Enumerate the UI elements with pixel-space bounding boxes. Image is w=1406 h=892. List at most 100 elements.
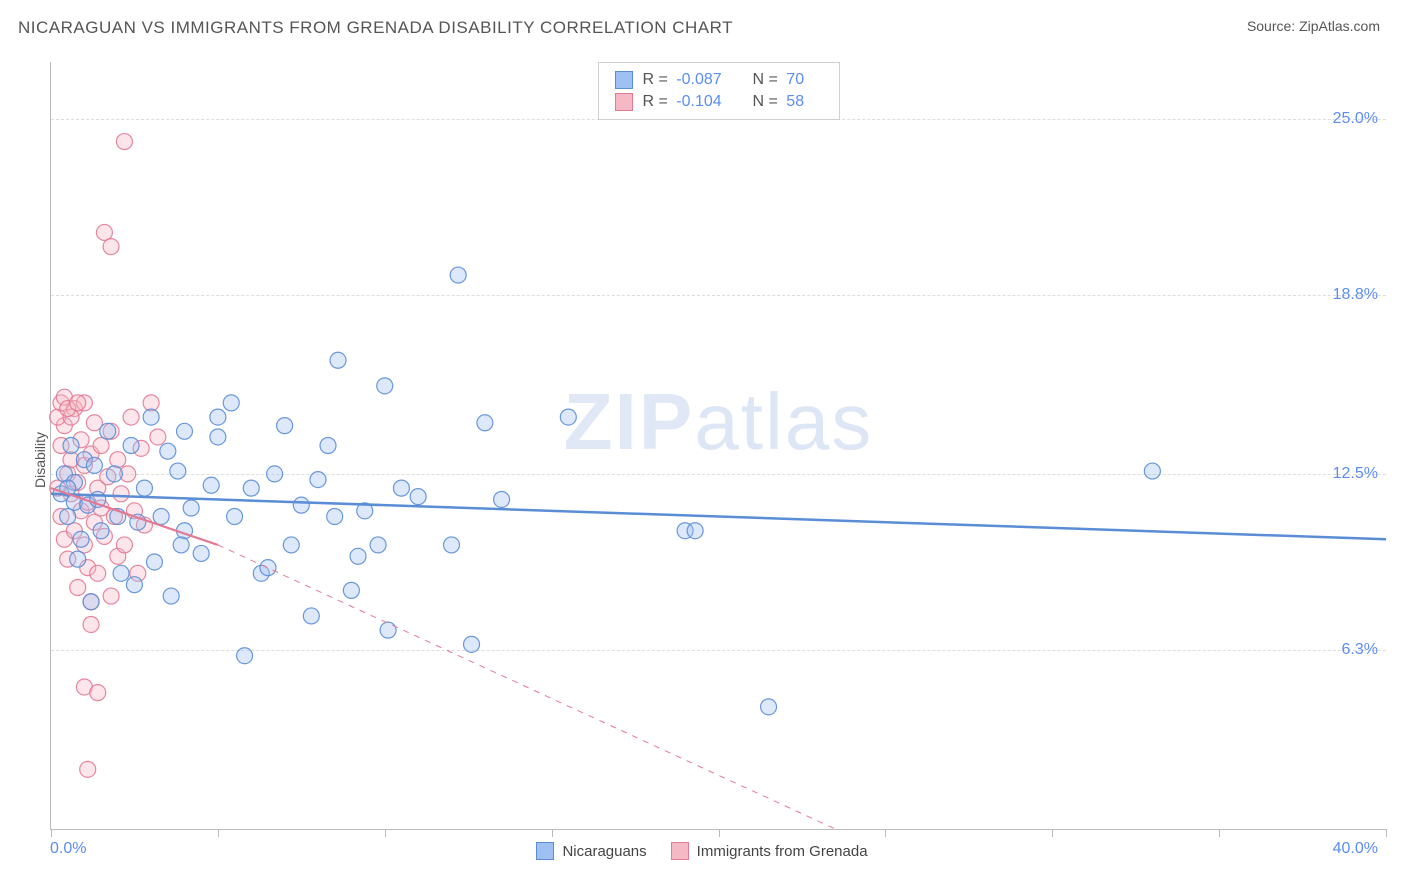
trend-line-nicaraguans — [51, 494, 1386, 539]
scatter-point-nicaraguans — [60, 509, 76, 525]
scatter-point-grenada — [110, 452, 126, 468]
scatter-point-nicaraguans — [494, 491, 510, 507]
scatter-point-grenada — [96, 224, 112, 240]
scatter-point-nicaraguans — [126, 577, 142, 593]
extrapolation-line-grenada — [218, 545, 835, 829]
x-tick — [385, 829, 386, 837]
legend-nicaraguans: Nicaraguans — [536, 842, 646, 860]
scatter-point-nicaraguans — [73, 531, 89, 547]
scatter-point-nicaraguans — [464, 636, 480, 652]
r-value-grenada: -0.104 — [676, 93, 721, 110]
chart-title: NICARAGUAN VS IMMIGRANTS FROM GRENADA DI… — [18, 18, 733, 38]
scatter-point-nicaraguans — [560, 409, 576, 425]
n-value-grenada: 58 — [786, 93, 804, 110]
scatter-point-nicaraguans — [377, 378, 393, 394]
scatter-point-nicaraguans — [203, 477, 219, 493]
scatter-point-nicaraguans — [227, 509, 243, 525]
n-value-nicaraguans: 70 — [786, 71, 804, 88]
scatter-point-nicaraguans — [113, 565, 129, 581]
scatter-point-nicaraguans — [450, 267, 466, 283]
scatter-point-nicaraguans — [370, 537, 386, 553]
legend-label-grenada: Immigrants from Grenada — [697, 843, 868, 860]
legend-grenada: Immigrants from Grenada — [671, 842, 868, 860]
scatter-point-nicaraguans — [380, 622, 396, 638]
scatter-point-nicaraguans — [327, 509, 343, 525]
scatter-point-nicaraguans — [310, 472, 326, 488]
scatter-point-nicaraguans — [303, 608, 319, 624]
scatter-point-nicaraguans — [63, 438, 79, 454]
scatter-point-grenada — [93, 438, 109, 454]
scatter-point-nicaraguans — [1144, 463, 1160, 479]
scatter-point-nicaraguans — [210, 429, 226, 445]
scatter-point-grenada — [143, 395, 159, 411]
scatter-point-nicaraguans — [143, 409, 159, 425]
scatter-point-nicaraguans — [153, 509, 169, 525]
scatter-point-nicaraguans — [106, 466, 122, 482]
x-tick — [552, 829, 553, 837]
source-label: Source: — [1247, 18, 1299, 34]
scatter-point-nicaraguans — [86, 457, 102, 473]
scatter-point-grenada — [116, 537, 132, 553]
correlation-legend: R = -0.087 N = 70 R = -0.104 N = 58 — [598, 62, 840, 120]
scatter-point-nicaraguans — [410, 489, 426, 505]
scatter-point-grenada — [113, 486, 129, 502]
scatter-point-nicaraguans — [177, 423, 193, 439]
scatter-point-nicaraguans — [70, 551, 86, 567]
scatter-point-nicaraguans — [350, 548, 366, 564]
scatter-point-nicaraguans — [477, 415, 493, 431]
x-tick — [719, 829, 720, 837]
scatter-point-grenada — [150, 429, 166, 445]
scatter-point-grenada — [123, 409, 139, 425]
scatter-point-nicaraguans — [293, 497, 309, 513]
plot: R = -0.087 N = 70 R = -0.104 N = 58 ZIPa… — [50, 62, 1386, 830]
x-tick — [1052, 829, 1053, 837]
legend-label-nicaraguans: Nicaraguans — [562, 843, 646, 860]
scatter-point-grenada — [83, 616, 99, 632]
scatter-point-nicaraguans — [210, 409, 226, 425]
x-tick — [218, 829, 219, 837]
scatter-point-nicaraguans — [83, 594, 99, 610]
scatter-point-nicaraguans — [260, 560, 276, 576]
scatter-point-nicaraguans — [761, 699, 777, 715]
scatter-point-nicaraguans — [444, 537, 460, 553]
scatter-point-grenada — [70, 395, 86, 411]
swatch-grenada — [615, 93, 633, 111]
x-tick — [885, 829, 886, 837]
scatter-point-grenada — [103, 588, 119, 604]
scatter-point-grenada — [103, 239, 119, 255]
scatter-point-nicaraguans — [283, 537, 299, 553]
scatter-point-nicaraguans — [170, 463, 186, 479]
scatter-point-nicaraguans — [173, 537, 189, 553]
scatter-point-nicaraguans — [100, 423, 116, 439]
scatter-point-nicaraguans — [93, 523, 109, 539]
scatter-point-nicaraguans — [343, 582, 359, 598]
x-tick — [1219, 829, 1220, 837]
scatter-point-nicaraguans — [223, 395, 239, 411]
scatter-point-nicaraguans — [320, 438, 336, 454]
x-tick — [51, 829, 52, 837]
scatter-point-nicaraguans — [267, 466, 283, 482]
plot-svg — [51, 62, 1386, 829]
scatter-point-grenada — [116, 134, 132, 150]
source: Source: ZipAtlas.com — [1247, 18, 1380, 36]
x-tick — [1386, 829, 1387, 837]
scatter-point-grenada — [90, 565, 106, 581]
scatter-point-nicaraguans — [160, 443, 176, 459]
swatch-nicaraguans — [615, 71, 633, 89]
footer-legend: Nicaraguans Immigrants from Grenada — [18, 842, 1386, 860]
footer-swatch-nicaraguans — [536, 842, 554, 860]
scatter-point-nicaraguans — [687, 523, 703, 539]
scatter-point-nicaraguans — [393, 480, 409, 496]
scatter-point-nicaraguans — [163, 588, 179, 604]
scatter-point-grenada — [80, 761, 96, 777]
scatter-point-grenada — [90, 685, 106, 701]
scatter-point-nicaraguans — [136, 480, 152, 496]
scatter-point-nicaraguans — [183, 500, 199, 516]
r-value-nicaraguans: -0.087 — [676, 71, 721, 88]
scatter-point-nicaraguans — [146, 554, 162, 570]
legend-row-grenada: R = -0.104 N = 58 — [615, 91, 823, 113]
scatter-point-nicaraguans — [277, 418, 293, 434]
footer-swatch-grenada — [671, 842, 689, 860]
y-axis-label: Disability — [32, 432, 48, 488]
legend-row-nicaraguans: R = -0.087 N = 70 — [615, 69, 823, 91]
